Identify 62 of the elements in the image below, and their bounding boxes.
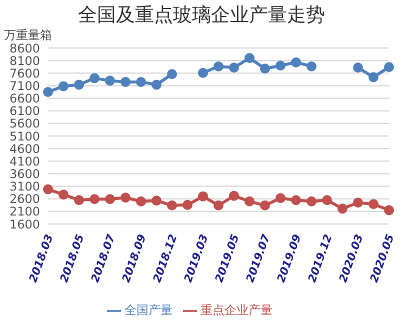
point [74, 80, 84, 90]
y-tick-label: 5600 [9, 116, 40, 131]
point [353, 198, 363, 208]
point [353, 62, 363, 73]
point [90, 194, 100, 204]
y-tick-label: 7600 [9, 66, 40, 80]
point [276, 193, 286, 204]
point [306, 196, 316, 206]
point [214, 200, 224, 210]
legend-label: 全国产量 [124, 303, 172, 317]
y-tick-label: 3100 [9, 180, 40, 194]
point [58, 190, 68, 200]
y-tick-label: 2600 [9, 192, 40, 206]
y-tick-label: 4600 [9, 142, 40, 156]
point [90, 73, 100, 84]
y-tick-label: 6100 [9, 104, 40, 118]
chart-title: 全国及重点玻璃企业产量走势 [77, 3, 326, 28]
point [152, 196, 162, 206]
point [167, 200, 177, 210]
point [338, 204, 348, 214]
point [152, 80, 162, 90]
point [368, 72, 378, 82]
point [198, 68, 208, 78]
point [384, 62, 394, 72]
y-tick-label: 8600 [9, 41, 40, 56]
point [198, 191, 208, 202]
point [244, 196, 254, 206]
point [291, 195, 301, 206]
y-tick-label: 4100 [9, 154, 40, 168]
point [322, 195, 332, 206]
point [260, 64, 270, 74]
point [58, 81, 68, 92]
y-tick-label: 1600 [9, 217, 40, 232]
point [167, 69, 177, 80]
point [105, 194, 115, 204]
y-tick-label: 7100 [9, 78, 40, 93]
point [244, 53, 254, 64]
point [276, 60, 286, 71]
y-tick-label: 2100 [9, 204, 40, 219]
y-tick-label: 5100 [9, 129, 40, 144]
point [182, 200, 192, 210]
legend-label: 重点企业产量 [200, 303, 272, 317]
point [229, 62, 239, 73]
y-tick-label: 3600 [9, 166, 40, 181]
point [105, 76, 115, 86]
point [384, 205, 394, 216]
y-tick-label: 6600 [9, 92, 40, 106]
point [214, 61, 224, 72]
point [368, 199, 378, 210]
point [306, 61, 316, 72]
point [229, 190, 239, 201]
point [120, 76, 130, 87]
point [43, 184, 53, 194]
point [74, 195, 84, 206]
point [291, 57, 301, 68]
point [136, 196, 146, 206]
point [120, 192, 130, 203]
point [260, 200, 270, 210]
y-axis-title: 万重量箱 [4, 27, 52, 44]
point [136, 76, 146, 87]
point [43, 87, 53, 97]
y-tick-label: 8100 [9, 54, 40, 68]
